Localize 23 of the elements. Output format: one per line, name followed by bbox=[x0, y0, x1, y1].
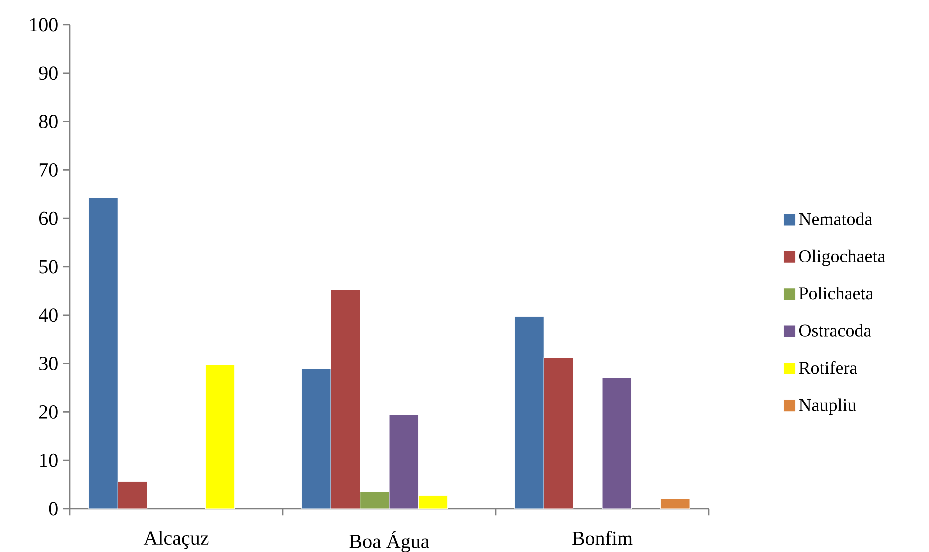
y-tick-label: 50 bbox=[40, 260, 58, 274]
y-tick-label: 90 bbox=[39, 66, 58, 80]
legend-label: Oligochaeta bbox=[799, 250, 886, 266]
bar bbox=[660, 498, 690, 509]
legend-label: Ostracoda bbox=[799, 324, 872, 337]
x-tick-label: Bonfim bbox=[572, 531, 633, 546]
bar bbox=[205, 364, 236, 509]
legend-label: Rotifera bbox=[799, 361, 858, 374]
legend-label: Naupliu bbox=[799, 398, 856, 416]
legend-label: Polichaeta bbox=[799, 287, 874, 300]
x-tick-label: Alcaçuz bbox=[144, 531, 209, 550]
y-tick-label: 40 bbox=[39, 308, 58, 322]
bar bbox=[389, 414, 419, 509]
y-tick-label: 100 bbox=[30, 18, 58, 32]
y-tick-label: 30 bbox=[40, 357, 58, 371]
y-tick-label: 60 bbox=[39, 212, 58, 226]
y-tick-label: 0 bbox=[49, 502, 58, 516]
y-tick-label: 70 bbox=[40, 163, 58, 177]
y-tick-label: 10 bbox=[40, 454, 58, 468]
y-tick-label: 80 bbox=[39, 115, 58, 129]
bar bbox=[602, 378, 632, 509]
y-tick-label: 20 bbox=[40, 405, 58, 419]
legend-label: Nematoda bbox=[799, 212, 872, 226]
